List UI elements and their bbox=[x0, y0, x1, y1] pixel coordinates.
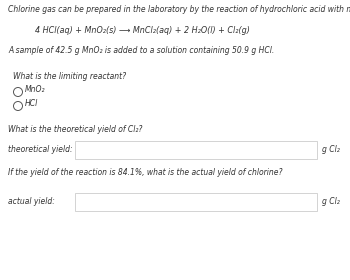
FancyBboxPatch shape bbox=[75, 141, 317, 159]
Text: MnO₂: MnO₂ bbox=[25, 85, 46, 95]
Text: g Cl₂: g Cl₂ bbox=[322, 197, 340, 207]
Text: What is the theoretical yield of Cl₂?: What is the theoretical yield of Cl₂? bbox=[8, 125, 142, 134]
Text: HCl: HCl bbox=[25, 99, 38, 109]
FancyBboxPatch shape bbox=[75, 193, 317, 211]
Text: 4 HCl(aq) + MnO₂(s) ⟶ MnCl₂(aq) + 2 H₂O(l) + Cl₂(g): 4 HCl(aq) + MnO₂(s) ⟶ MnCl₂(aq) + 2 H₂O(… bbox=[35, 26, 250, 35]
Text: Chlorine gas can be prepared in the laboratory by the reaction of hydrochloric a: Chlorine gas can be prepared in the labo… bbox=[8, 5, 350, 14]
Text: actual yield:: actual yield: bbox=[8, 197, 55, 207]
Text: A sample of 42.5 g MnO₂ is added to a solution containing 50.9 g HCl.: A sample of 42.5 g MnO₂ is added to a so… bbox=[8, 46, 274, 55]
Text: theoretical yield:: theoretical yield: bbox=[8, 146, 73, 155]
Text: g Cl₂: g Cl₂ bbox=[322, 146, 340, 155]
Text: If the yield of the reaction is 84.1%, what is the actual yield of chlorine?: If the yield of the reaction is 84.1%, w… bbox=[8, 168, 282, 177]
Text: What is the limiting reactant?: What is the limiting reactant? bbox=[13, 72, 126, 81]
